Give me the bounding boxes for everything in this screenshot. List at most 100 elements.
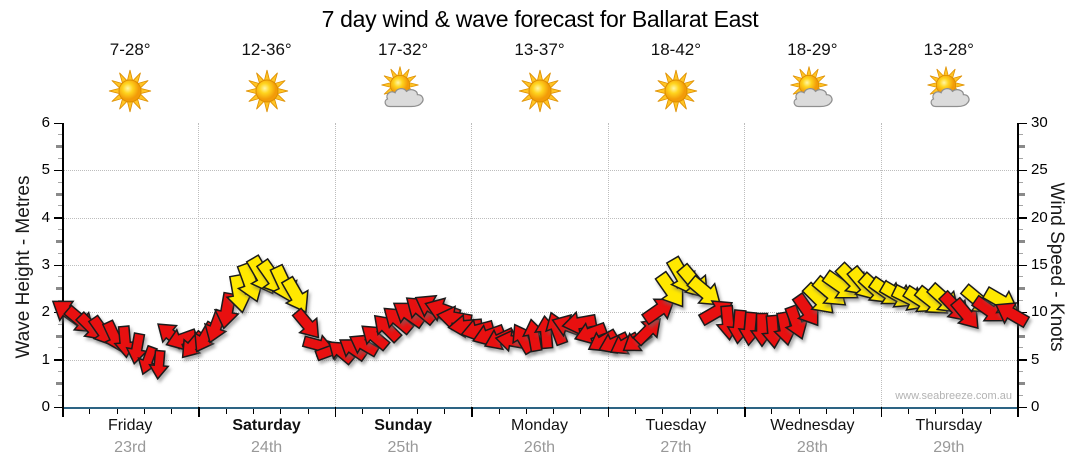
time-minor-tick [689,409,691,414]
wind-axis-tick-label: 30 [1031,114,1048,131]
time-minor-tick [307,409,309,414]
wave-axis-tick-label: 1 [41,350,50,368]
wind-axis-minor-tick [1019,205,1023,207]
wave-axis-minor-tick [58,347,62,349]
wind-arrow [383,307,415,336]
gridline-horizontal [62,170,1017,172]
sun-icon [245,69,288,113]
day-temp-range: 13-28° [923,40,974,59]
time-minor-tick [171,409,173,414]
wind-arrow [686,274,722,306]
sun-icon [109,69,152,113]
wind-arrow [361,325,392,352]
wind-axis-minor-tick [1019,192,1025,196]
wind-arrow [971,294,1006,322]
day-weather-icon [649,64,703,123]
wind-arrow [148,349,170,380]
wind-axis-tick [1019,406,1027,408]
time-minor-tick [444,409,445,414]
day-date-label: 25th [387,439,419,456]
wave-axis-minor-tick [56,239,62,243]
wind-axis-minor-tick [1019,252,1023,254]
wind-axis-tick [1019,217,1027,219]
day-name-label: Friday [107,417,153,434]
wave-axis-minor-tick [58,323,62,325]
wind-axis-tick-label: 25 [1031,161,1048,179]
day-temp-range: 18-29° [787,40,838,59]
day-temp-range: 17-32° [377,40,429,59]
wave-axis-tick-label: 3 [41,256,50,273]
gridline-horizontal [62,359,1017,361]
time-minor-tick [907,409,909,414]
day-date-label: 27th [660,439,692,456]
wave-axis-minor-tick [56,145,62,149]
time-minor-tick [416,409,418,414]
wind-arrow [348,333,380,358]
day-weather-icon [922,64,976,123]
wind-axis-tick [1019,311,1027,314]
day-boundary-tick [62,407,64,417]
wave-axis-minor-tick [58,371,62,372]
wind-arrow [291,306,320,339]
day-temp-range: 18-42° [650,40,702,59]
wave-axis-minor-tick [58,276,62,278]
time-minor-tick [716,409,718,414]
wave-axis-minor-tick [58,252,62,254]
wind-axis-minor-tick [1019,287,1025,291]
wind-axis-tick-label: 10 [1031,303,1048,321]
day-boundary-tick [471,407,473,417]
wave-axis-tick-label: 6 [41,114,50,131]
wind-axis-minor-tick [1019,300,1023,301]
wind-axis-minor-tick [1019,229,1023,230]
wave-axis-tick [54,406,62,408]
time-minor-tick [498,409,500,414]
day-name-label: Saturday [232,417,301,434]
wave-axis-tick-label: 2 [41,303,50,321]
gridline-vertical [334,123,336,407]
time-minor-tick [389,409,391,414]
wave-axis-tick [54,264,62,266]
gridline-vertical [744,123,746,407]
wind-arrow [784,303,809,340]
day-boundary-tick [1017,407,1019,417]
page-title: 7 day wind & wave forecast for Ballarat … [321,6,759,32]
right-axis-line [1017,123,1019,407]
wave-axis-minor-tick [58,394,62,396]
wind-arrow [165,327,199,351]
wind-axis-minor-tick [1019,381,1025,385]
time-minor-tick [662,409,664,414]
wave-axis-tick-label: 5 [41,161,50,179]
wave-axis-minor-tick [56,287,62,291]
day-weather-icon [240,64,294,123]
day-date-label: 26th [523,439,556,456]
day-name-label: Tuesday [645,417,707,434]
time-minor-tick [935,409,937,414]
time-minor-tick [771,409,773,414]
day-name-label: Monday [511,417,568,434]
wind-axis-minor-tick [1019,371,1023,372]
wind-arrow [641,298,676,326]
time-minor-tick [962,409,964,414]
time-minor-tick [143,409,145,414]
wind-arrow [574,322,609,345]
wind-axis-tick [1019,264,1027,266]
wind-axis-tick-label: 5 [1031,350,1040,368]
day-name-label: Sunday [374,417,432,434]
wind-axis-minor-tick [1019,239,1025,243]
time-minor-tick [798,409,800,414]
wind-arrow [124,332,148,366]
day-date-label: 29th [933,439,965,456]
day-date-label: 23rd [114,439,147,456]
wave-axis-tick-label: 0 [41,398,50,415]
day-boundary-tick [607,407,610,417]
wind-axis-minor-tick [1019,334,1025,338]
day-weather-icon [513,64,567,123]
wave-axis-minor-tick [58,205,62,207]
wind-arrow [373,314,403,344]
day-name-label: Wednesday [770,417,855,434]
time-minor-tick [553,409,555,414]
day-temp-range: 12-36° [241,40,292,59]
gridline-vertical [607,123,609,407]
wave-axis-minor-tick [56,192,62,196]
